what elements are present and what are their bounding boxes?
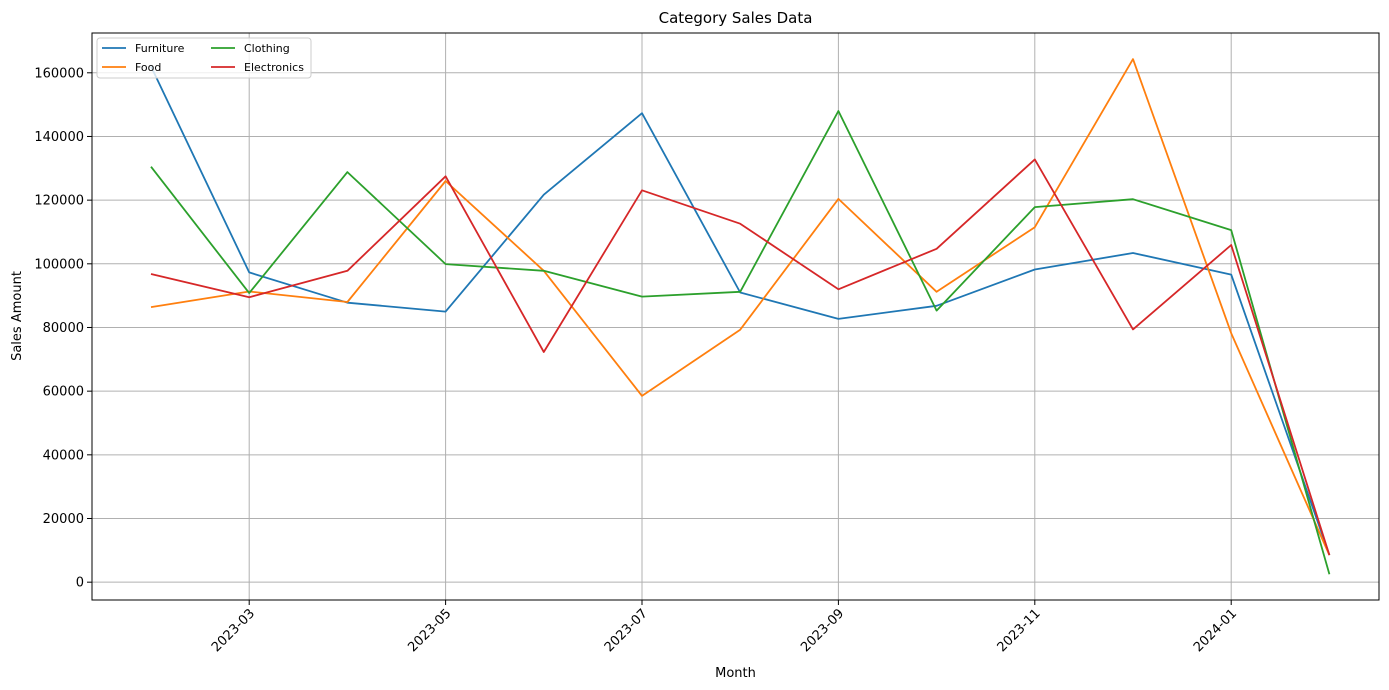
series-line-clothing xyxy=(150,110,1331,575)
y-tick-label: 140000 xyxy=(34,130,84,145)
series-lines xyxy=(150,58,1331,575)
chart-title: Category Sales Data xyxy=(659,9,813,27)
legend: Furniture Food Clothing Electronics xyxy=(96,37,312,79)
legend-label-food: Food xyxy=(135,61,161,74)
y-tick-label: 20000 xyxy=(43,512,84,527)
legend-label-clothing: Clothing xyxy=(244,42,290,55)
series-line-electronics xyxy=(150,158,1331,556)
y-tick-label: 120000 xyxy=(34,194,84,209)
gridlines xyxy=(92,33,1379,600)
y-tick-label: 100000 xyxy=(34,257,84,272)
y-tick-label: 160000 xyxy=(34,66,84,81)
y-tick-label: 80000 xyxy=(43,321,84,336)
legend-label-furniture: Furniture xyxy=(135,42,185,55)
y-tick-label: 60000 xyxy=(43,385,84,400)
plot-area-frame xyxy=(91,32,1380,601)
y-axis-title: Sales Amount xyxy=(10,271,25,361)
y-tick-label: 40000 xyxy=(43,448,84,463)
legend-label-electronics: Electronics xyxy=(244,61,304,74)
y-tick-label: 0 xyxy=(76,576,84,591)
series-line-food xyxy=(150,58,1331,556)
x-axis-title: Month xyxy=(715,666,756,681)
legend-frame xyxy=(96,37,312,79)
